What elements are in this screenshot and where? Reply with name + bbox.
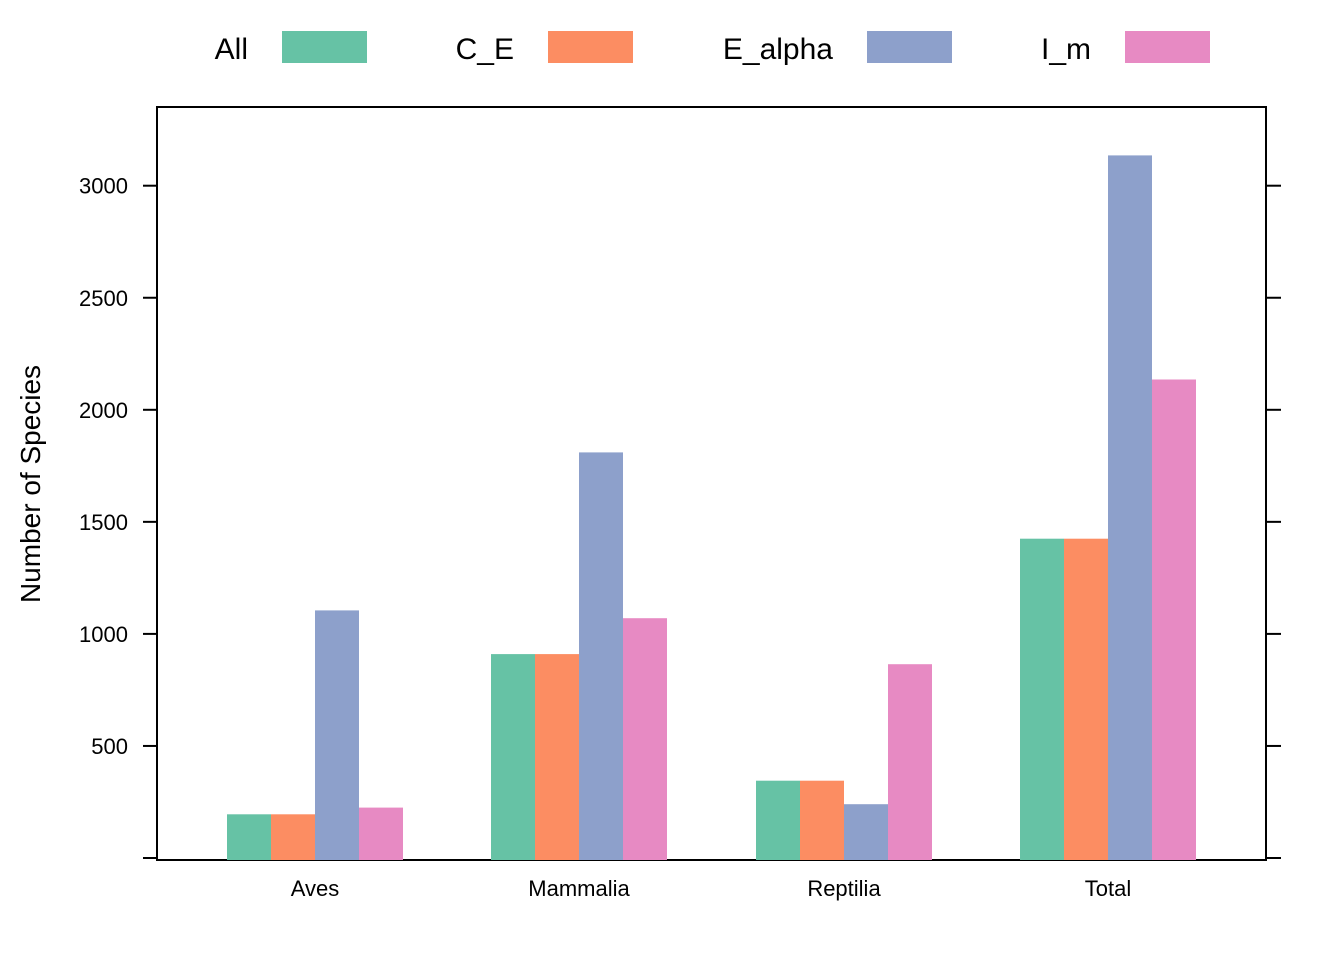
bar-mammalia-e-alpha bbox=[579, 452, 623, 860]
legend-swatch bbox=[1125, 31, 1210, 63]
y-axis-right bbox=[1266, 184, 1281, 859]
bar-total-i-m bbox=[1152, 379, 1196, 860]
y-tick-label: 2000 bbox=[79, 398, 128, 423]
x-tick-label: Mammalia bbox=[528, 876, 630, 901]
y-tick-label: 1500 bbox=[79, 510, 128, 535]
x-tick-label: Reptilia bbox=[807, 876, 881, 901]
legend-item-all: All bbox=[215, 31, 367, 66]
legend-label: E_alpha bbox=[723, 33, 833, 66]
bar-reptilia-c-e bbox=[800, 780, 844, 860]
plot-frame bbox=[156, 106, 1267, 861]
bar-aves-c-e bbox=[271, 814, 315, 860]
bars-layer bbox=[227, 155, 1196, 860]
legend-label: C_E bbox=[456, 33, 514, 66]
bar-reptilia-all bbox=[756, 780, 800, 860]
bar-total-all bbox=[1020, 538, 1064, 860]
legend-swatch bbox=[867, 31, 952, 63]
y-tick-label: 500 bbox=[91, 734, 128, 759]
y-tick-label: 1000 bbox=[79, 622, 128, 647]
bar-total-c-e bbox=[1064, 538, 1108, 860]
legend-swatch bbox=[548, 31, 633, 63]
y-tick-label: 3000 bbox=[79, 174, 128, 199]
legend-item-i-m: I_m bbox=[1041, 31, 1210, 66]
y-axis-title: Number of Species bbox=[15, 365, 46, 603]
x-tick-label: Total bbox=[1085, 876, 1131, 901]
x-tick-label: Aves bbox=[291, 876, 340, 901]
y-tick-label: 2500 bbox=[79, 286, 128, 311]
legend-swatch bbox=[282, 31, 367, 63]
legend: All C_E E_alpha I_m bbox=[215, 31, 1210, 66]
bar-aves-e-alpha bbox=[315, 610, 359, 860]
y-axis-left: 500 1000 1500 2000 2500 3000 bbox=[79, 174, 157, 859]
bar-reptilia-i-m bbox=[888, 664, 932, 860]
bar-aves-all bbox=[227, 814, 271, 860]
legend-label: All bbox=[215, 33, 248, 66]
bar-reptilia-e-alpha bbox=[844, 804, 888, 860]
bar-mammalia-all bbox=[491, 654, 535, 860]
x-axis: Aves Mammalia Reptilia Total bbox=[291, 876, 1132, 901]
bar-total-e-alpha bbox=[1108, 155, 1152, 860]
bar-mammalia-c-e bbox=[535, 654, 579, 860]
legend-item-c-e: C_E bbox=[456, 31, 633, 66]
legend-item-e-alpha: E_alpha bbox=[723, 31, 952, 66]
bar-mammalia-i-m bbox=[623, 618, 667, 860]
legend-label: I_m bbox=[1041, 33, 1091, 66]
bar-aves-i-m bbox=[359, 807, 403, 860]
